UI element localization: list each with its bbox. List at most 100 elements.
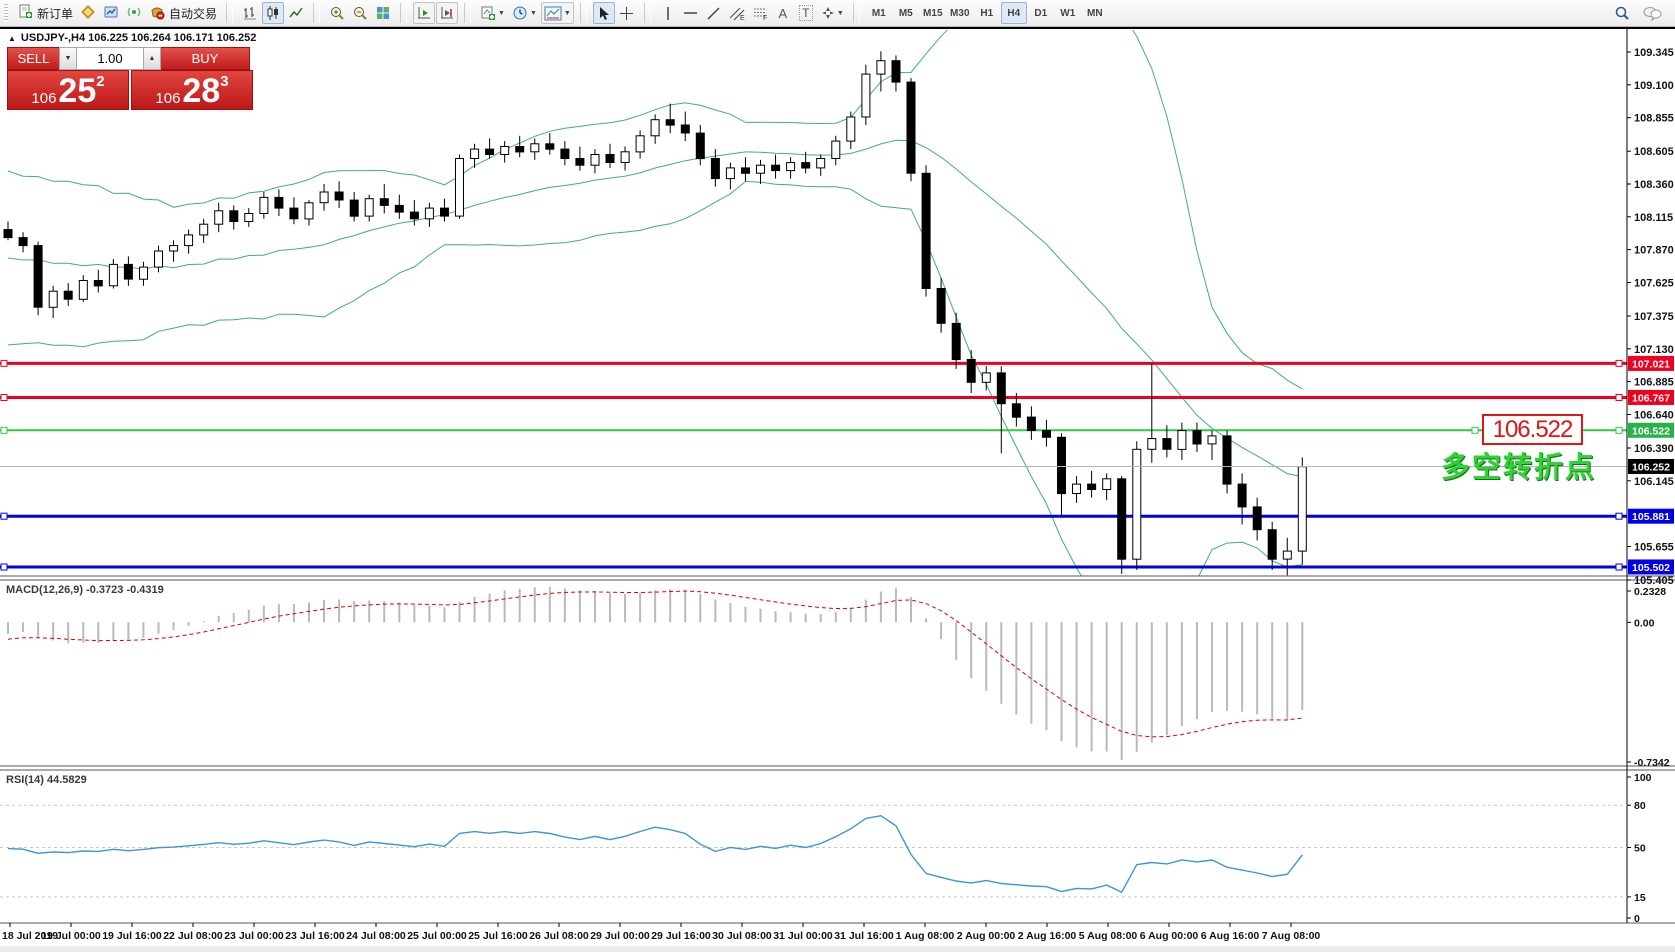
candle: [515, 146, 525, 153]
timeframe-w1-button[interactable]: W1: [1060, 7, 1076, 19]
tile-windows-button[interactable]: [372, 2, 394, 24]
toolbar-separator: [464, 3, 472, 23]
horizontal-line-button[interactable]: [680, 2, 702, 24]
time-label: 1 Aug 08:00: [896, 930, 955, 942]
fibonacci-button[interactable]: F: [749, 2, 771, 24]
candle: [289, 207, 299, 220]
line-chart-button[interactable]: [285, 2, 307, 24]
timeframe-d1-button[interactable]: D1: [1034, 7, 1048, 19]
buy-button[interactable]: BUY: [161, 47, 250, 70]
candle: [846, 116, 856, 142]
candle: [139, 266, 148, 280]
horizontal-line-107.021[interactable]: [0, 359, 1627, 367]
toolbar-separator: [226, 3, 234, 23]
candle: [1147, 438, 1157, 450]
candle: [259, 196, 269, 214]
timeframe-mn-button[interactable]: MN: [1087, 7, 1103, 19]
volume-decrease-button[interactable]: ▼: [59, 47, 77, 70]
cursor-button[interactable]: [592, 2, 615, 24]
toolbar-separator: [852, 3, 860, 23]
sell-price-button[interactable]: 106 25 2: [7, 70, 129, 110]
sell-button[interactable]: SELL: [7, 47, 59, 70]
chart-shift-button[interactable]: [436, 2, 459, 24]
crosshair-button[interactable]: [616, 2, 638, 24]
horizontal-line-106.767[interactable]: [0, 394, 1627, 401]
price-axis[interactable]: 109.345 109.100 108.855 108.605 108.360 108.1…: [1626, 29, 1674, 923]
line-anchor: [1615, 394, 1623, 401]
candlestick-chart-button[interactable]: [262, 2, 285, 24]
candle: [1162, 438, 1172, 450]
text-button[interactable]: A: [772, 2, 794, 24]
toolbar-grip[interactable]: [4, 4, 8, 22]
timeframe-m5-button[interactable]: M5: [898, 7, 913, 19]
horizontal-line-105.502[interactable]: [0, 563, 1627, 571]
turning-point-note[interactable]: 多空转折点: [1441, 452, 1597, 484]
bar-chart-button[interactable]: [239, 2, 261, 24]
timeframe-h1-button[interactable]: H1: [980, 7, 994, 19]
horizontal-lines[interactable]: [0, 359, 1627, 571]
quotes-button[interactable]: [77, 2, 99, 24]
chat-button[interactable]: [1639, 2, 1665, 24]
timeframe-h4-button[interactable]: H4: [1000, 2, 1027, 24]
one-click-trade-panel: SELL ▼ 1.00 ▲ BUY 106 25 2 106 28 3: [7, 47, 253, 110]
line-anchor: [0, 359, 8, 367]
signal-icon: [126, 4, 142, 23]
candle: [319, 191, 329, 204]
svg-text:E: E: [740, 15, 745, 21]
equidistant-channel-button[interactable]: E: [726, 2, 748, 24]
text-label-button[interactable]: T: [795, 2, 817, 24]
svg-text:108.360: 108.360: [1634, 179, 1674, 191]
horizontal-line-106.522[interactable]: [0, 426, 1627, 434]
zoom-out-button[interactable]: [349, 2, 371, 24]
candle: [108, 263, 118, 287]
volume-increase-button[interactable]: ▲: [143, 47, 161, 70]
candle: [861, 73, 871, 118]
horizontal-line-105.881[interactable]: [0, 512, 1627, 520]
market-watch-button[interactable]: [100, 2, 122, 24]
arrows-button[interactable]: ▼: [818, 2, 847, 24]
periods-button[interactable]: ▼: [509, 2, 540, 24]
line-anchor: [1471, 426, 1479, 434]
price-annotation-box[interactable]: 106.522: [1482, 414, 1583, 445]
time-label: 31 Jul 00:00: [773, 930, 833, 942]
candle: [560, 148, 570, 159]
collapse-triangle-icon[interactable]: ▲: [8, 34, 16, 43]
candle: [455, 158, 464, 217]
svg-text:105.655: 105.655: [1634, 542, 1674, 554]
time-label: 7 Aug 08:00: [1262, 930, 1321, 942]
candle: [1237, 483, 1247, 508]
timeframe-m1-button[interactable]: M1: [871, 7, 886, 19]
time-label: 18 Jul 2019: [2, 930, 58, 942]
auto-scroll-button[interactable]: [413, 2, 436, 24]
zoom-in-button[interactable]: [326, 2, 348, 24]
timeframe-m30-button[interactable]: M30: [950, 7, 970, 19]
svg-text:50: 50: [1634, 843, 1646, 855]
candle: [906, 81, 916, 174]
indicators-button[interactable]: ▼: [477, 2, 508, 24]
vertical-line-button[interactable]: [657, 2, 679, 24]
chart-canvas[interactable]: 109.345 109.100 108.855 108.605 108.360 108.1…: [0, 27, 1675, 952]
buy-price-pip: 3: [220, 73, 229, 90]
svg-text:106.640: 106.640: [1634, 410, 1674, 422]
new-order-button[interactable]: 新订单: [15, 2, 76, 24]
signals-button[interactable]: [123, 2, 145, 24]
candle: [1072, 483, 1081, 495]
svg-text:106.145: 106.145: [1634, 476, 1674, 488]
trendline-button[interactable]: [703, 2, 725, 24]
candle: [831, 140, 841, 159]
volume-input[interactable]: 1.00: [77, 47, 143, 70]
timeframe-m15-button[interactable]: M15: [923, 7, 943, 19]
candle: [18, 237, 28, 247]
autotrade-button[interactable]: 自动交易: [146, 2, 220, 24]
candle: [756, 164, 765, 174]
candle: [966, 359, 976, 383]
pane-separators[interactable]: [0, 575, 1675, 952]
chat-bubbles-icon: [1643, 7, 1662, 21]
templates-button[interactable]: ▼: [540, 2, 574, 24]
candle: [695, 132, 705, 160]
line-anchor: [0, 563, 8, 571]
macd-histogram: [7, 587, 1304, 760]
search-button[interactable]: [1611, 2, 1633, 24]
buy-price-button[interactable]: 106 28 3: [131, 70, 253, 110]
